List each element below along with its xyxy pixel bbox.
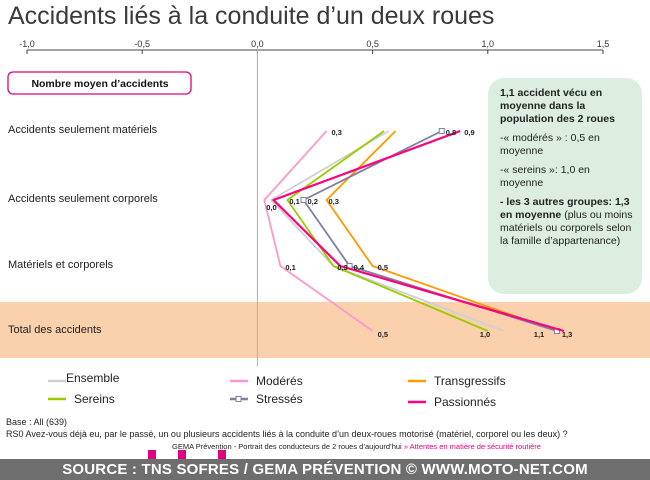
- legend-marker: [235, 396, 242, 402]
- category-label: Total des accidents: [8, 324, 102, 336]
- data-label: 1,1: [534, 330, 544, 339]
- footer-credit-text: GEMA Prévention - Portrait des conducteu…: [172, 442, 402, 451]
- x-tick-label: 0,0: [251, 39, 264, 49]
- data-labels: 0,3 0,0 0,1 0,5 0,3 0,5 0,1 0,3 1,0 0,8 0,2 0,4 1,3 0…: [266, 128, 572, 339]
- x-axis: -1,0 -0,5 0,0 0,5 1,0 1,5: [19, 39, 609, 366]
- info-note: 1,1 accident vécu en moyenne dans la pop…: [488, 78, 642, 294]
- data-label: 1,3: [562, 330, 572, 339]
- legend-label: Stressés: [256, 392, 303, 406]
- subtitle-text: Nombre moyen d’accidents: [31, 78, 168, 90]
- category-labels: Accidents seulement matériels Accidents s…: [8, 124, 158, 336]
- series-line: [286, 130, 489, 332]
- x-tick-label: -0,5: [134, 39, 150, 49]
- category-label: Accidents seulement matériels: [8, 124, 158, 136]
- series-line: [270, 130, 505, 332]
- data-label: 0,3: [332, 128, 342, 137]
- data-label: 0,2: [308, 197, 318, 206]
- data-label: 0,8: [446, 128, 456, 137]
- footer-credit-link[interactable]: » Attentes en matière de sécurité routiè…: [403, 442, 541, 451]
- data-label: 0,5: [378, 263, 388, 272]
- legend-label: Transgressifs: [434, 374, 506, 388]
- data-label: 0,0: [266, 203, 276, 212]
- note-line-2: -« modérés » : 0,5 en moyenne: [500, 132, 600, 157]
- series-marker: [438, 128, 445, 134]
- legend-label: Modérés: [256, 374, 303, 388]
- category-label: Matériels et corporels: [8, 259, 114, 271]
- footer-marker-2: [178, 450, 186, 459]
- note-line-3: -« sereins »: 1,0 en moyenne: [500, 164, 590, 189]
- data-label: 0,5: [378, 330, 388, 339]
- note-line-4: - les 3 autres groupes: 1,3 en moyenne: [500, 196, 630, 221]
- x-tick-label: 0,5: [366, 39, 379, 49]
- x-tick-label: -1,0: [19, 39, 35, 49]
- legend-label: Ensemble: [66, 371, 120, 385]
- x-tick-label: 1,5: [597, 39, 610, 49]
- footer-marker-3: [218, 450, 226, 459]
- x-tick-label: 1,0: [482, 39, 495, 49]
- note-line-1: 1,1 accident vécu en moyenne dans la pop…: [500, 87, 615, 125]
- page-title: Accidents liés à la conduite d’un deux r…: [8, 2, 495, 30]
- footer-base: Base : All (639): [6, 417, 68, 427]
- data-label: 0,3: [329, 197, 339, 206]
- category-label: Accidents seulement corporels: [8, 193, 158, 205]
- series-line: [325, 130, 558, 332]
- note-line-4-rest: (plus ou moins matériels ou corporels se…: [500, 209, 633, 247]
- source-banner: SOURCE : TNS SOFRES / GEMA PRÉVENTION © …: [0, 459, 650, 480]
- data-label: 0,4: [354, 263, 365, 272]
- highlight-band: [0, 302, 650, 358]
- series-marker: [300, 197, 307, 203]
- footer-marker-1: [148, 450, 156, 459]
- legend: Ensemble Modérés Transgressifs Sereins Stres…: [48, 371, 506, 409]
- data-label: 0,1: [289, 197, 299, 206]
- subtitle-box: [7, 71, 192, 95]
- legend-label: Passionnés: [434, 395, 496, 409]
- series-line: [272, 129, 565, 333]
- footer-question: RS0 Avez-vous déjà eu, par le passé, un …: [6, 429, 568, 439]
- legend-label: Sereins: [74, 392, 115, 406]
- footer-credit: GEMA Prévention - Portrait des conducteu…: [172, 442, 541, 451]
- series-line: [263, 130, 374, 332]
- data-label: 0,3: [337, 263, 347, 272]
- data-label: 1,0: [480, 330, 490, 339]
- data-label: 0,9: [464, 128, 474, 137]
- series-lines: [263, 128, 565, 334]
- data-label: 0,1: [285, 263, 295, 272]
- chart: -1,0 -0,5 0,0 0,5 1,0 1,5 Accidents seulement…: [0, 39, 650, 409]
